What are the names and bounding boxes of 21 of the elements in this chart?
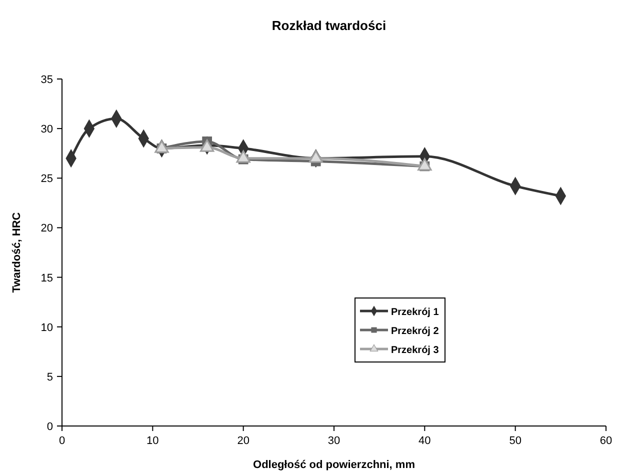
y-tick-label: 35 bbox=[40, 74, 53, 86]
y-tick-label: 10 bbox=[40, 322, 53, 334]
x-tick-label: 30 bbox=[328, 435, 340, 447]
x-tick-label: 0 bbox=[58, 435, 66, 447]
x-axis-title: Odległość od powierzchni, mm bbox=[253, 459, 416, 471]
y-axis-title: Twardość, HRC bbox=[11, 212, 23, 293]
y-tick-label: 5 bbox=[46, 371, 53, 384]
chart-title: Rozkład twardości bbox=[272, 18, 386, 33]
y-tick-label: 15 bbox=[40, 272, 53, 284]
legend-label: Przekrój 1 bbox=[391, 307, 440, 318]
y-tick-label: 25 bbox=[40, 173, 53, 186]
legend-label: Przekrój 3 bbox=[391, 345, 440, 356]
x-tick-label: 20 bbox=[237, 435, 250, 447]
x-tick-label: 10 bbox=[146, 435, 159, 447]
legend-label: Przekrój 2 bbox=[391, 326, 440, 337]
x-tick-label: 40 bbox=[418, 435, 431, 447]
x-tick-label: 60 bbox=[600, 435, 612, 447]
y-tick-label: 30 bbox=[40, 124, 53, 136]
y-tick-label: 0 bbox=[46, 421, 53, 433]
y-tick-label: 20 bbox=[40, 222, 53, 235]
x-tick-label: 50 bbox=[509, 435, 522, 447]
